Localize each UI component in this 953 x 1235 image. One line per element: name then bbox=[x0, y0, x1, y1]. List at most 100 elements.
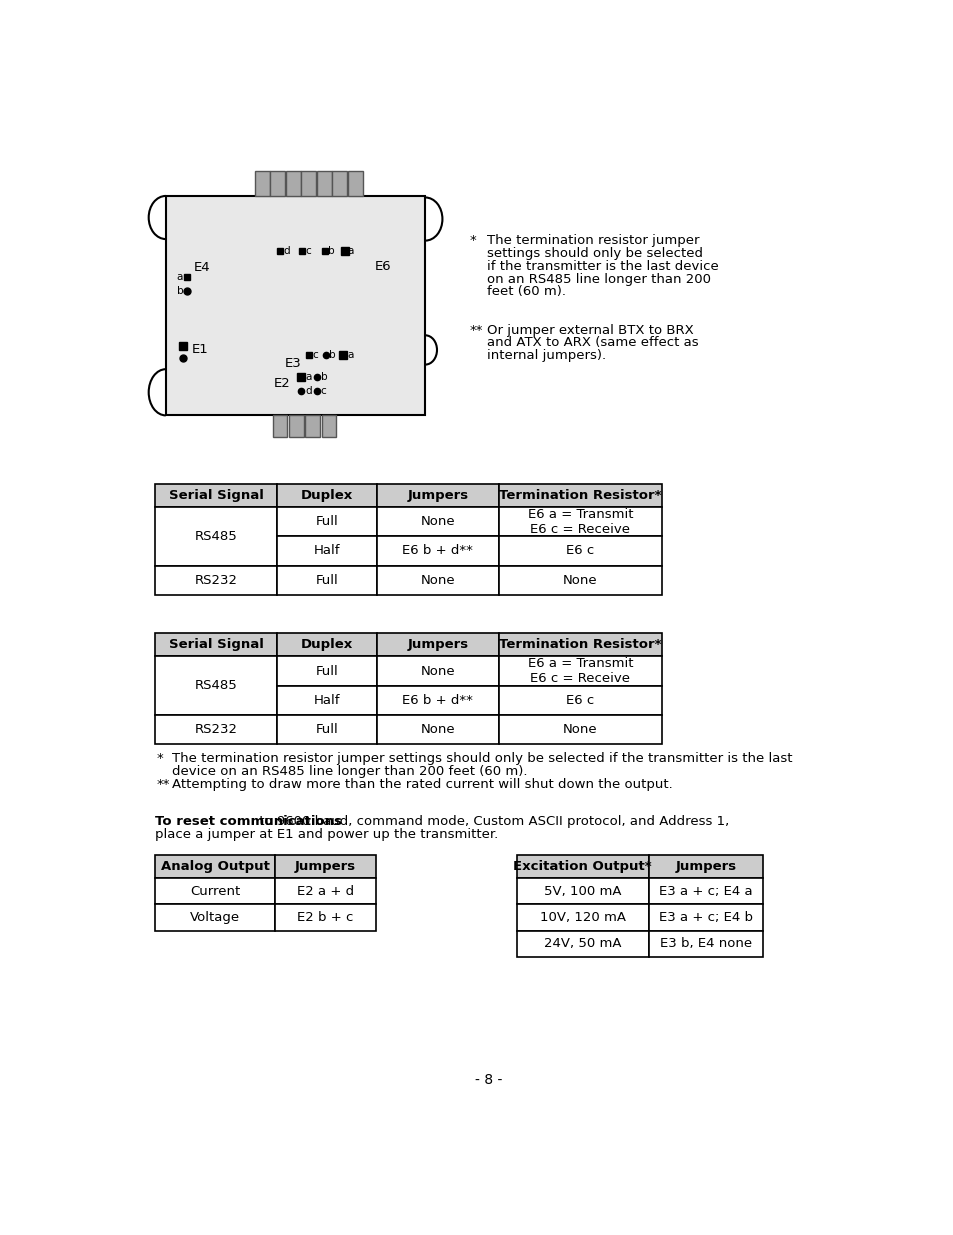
Text: Jumpers: Jumpers bbox=[294, 860, 355, 873]
Text: Half: Half bbox=[314, 545, 340, 557]
Text: Excitation Output*: Excitation Output* bbox=[513, 860, 651, 873]
Text: Jumpers: Jumpers bbox=[407, 638, 468, 651]
Bar bbox=[154, 855, 274, 878]
Text: Termination Resistor*: Termination Resistor* bbox=[498, 638, 661, 651]
Text: b: b bbox=[176, 285, 183, 295]
Text: E2: E2 bbox=[274, 378, 291, 390]
Text: *: * bbox=[156, 752, 163, 764]
Text: c: c bbox=[312, 350, 317, 359]
Bar bbox=[277, 634, 376, 656]
Text: E3 a + c; E4 b: E3 a + c; E4 b bbox=[659, 911, 752, 924]
Text: if the transmitter is the last device: if the transmitter is the last device bbox=[486, 259, 718, 273]
Text: Serial Signal: Serial Signal bbox=[169, 489, 263, 501]
Bar bbox=[376, 685, 498, 715]
Text: RS485: RS485 bbox=[194, 530, 237, 542]
Text: None: None bbox=[562, 574, 598, 587]
Bar bbox=[274, 855, 375, 878]
Bar bbox=[286, 172, 300, 196]
Text: d: d bbox=[283, 246, 290, 257]
Text: E2 b + c: E2 b + c bbox=[297, 911, 354, 924]
Text: - 8 -: - 8 - bbox=[475, 1073, 502, 1087]
Text: RS232: RS232 bbox=[194, 574, 237, 587]
Bar bbox=[154, 878, 274, 904]
Text: c: c bbox=[320, 385, 326, 395]
Text: Analog Output: Analog Output bbox=[160, 860, 269, 873]
Bar bbox=[154, 715, 277, 745]
Bar bbox=[648, 855, 762, 878]
Bar bbox=[270, 172, 285, 196]
Text: RS485: RS485 bbox=[194, 679, 237, 692]
Text: The termination resistor jumper: The termination resistor jumper bbox=[486, 235, 699, 247]
Bar bbox=[154, 508, 277, 566]
Bar bbox=[305, 415, 319, 437]
Text: E4: E4 bbox=[193, 261, 210, 274]
Text: Termination Resistor*: Termination Resistor* bbox=[498, 489, 661, 501]
Text: internal jumpers).: internal jumpers). bbox=[486, 350, 605, 362]
Text: place a jumper at E1 and power up the transmitter.: place a jumper at E1 and power up the tr… bbox=[154, 829, 497, 841]
Text: E3: E3 bbox=[284, 357, 301, 370]
Bar bbox=[648, 930, 762, 957]
Text: settings should only be selected: settings should only be selected bbox=[486, 247, 701, 261]
Text: RS232: RS232 bbox=[194, 722, 237, 736]
Text: E6 a = Transmit
E6 c = Receive: E6 a = Transmit E6 c = Receive bbox=[527, 657, 633, 685]
Bar bbox=[376, 715, 498, 745]
Bar bbox=[316, 172, 332, 196]
Text: None: None bbox=[562, 722, 598, 736]
Text: Full: Full bbox=[315, 574, 338, 587]
Bar bbox=[517, 930, 648, 957]
Text: feet (60 m).: feet (60 m). bbox=[486, 285, 565, 299]
Bar bbox=[498, 685, 661, 715]
Bar bbox=[154, 904, 274, 930]
Bar bbox=[498, 566, 661, 595]
Bar bbox=[648, 904, 762, 930]
Text: Half: Half bbox=[314, 694, 340, 706]
Text: b: b bbox=[328, 246, 335, 257]
Text: E3 a + c; E4 a: E3 a + c; E4 a bbox=[659, 884, 752, 898]
Text: device on an RS485 line longer than 200 feet (60 m).: device on an RS485 line longer than 200 … bbox=[172, 764, 527, 778]
Text: 24V, 50 mA: 24V, 50 mA bbox=[543, 937, 620, 950]
Bar bbox=[277, 656, 376, 685]
Text: E2 a + d: E2 a + d bbox=[296, 884, 354, 898]
Bar bbox=[498, 656, 661, 685]
Text: None: None bbox=[420, 574, 455, 587]
Text: Full: Full bbox=[315, 722, 338, 736]
Bar bbox=[166, 196, 425, 415]
Bar bbox=[273, 415, 287, 437]
Text: E6 c: E6 c bbox=[566, 694, 594, 706]
Text: d: d bbox=[305, 385, 312, 395]
Text: Duplex: Duplex bbox=[300, 638, 353, 651]
Bar bbox=[376, 634, 498, 656]
Bar bbox=[274, 878, 375, 904]
Bar bbox=[376, 566, 498, 595]
Text: E1: E1 bbox=[192, 342, 209, 356]
Text: **: ** bbox=[469, 324, 482, 337]
Text: 10V, 120 mA: 10V, 120 mA bbox=[539, 911, 625, 924]
Bar bbox=[498, 508, 661, 536]
Text: a: a bbox=[348, 246, 354, 257]
Text: E6 c: E6 c bbox=[566, 545, 594, 557]
Bar bbox=[498, 715, 661, 745]
Text: **: ** bbox=[156, 778, 170, 792]
Bar bbox=[376, 508, 498, 536]
Bar bbox=[277, 566, 376, 595]
Bar bbox=[376, 484, 498, 508]
Text: E6 a = Transmit
E6 c = Receive: E6 a = Transmit E6 c = Receive bbox=[527, 508, 633, 536]
Bar bbox=[277, 484, 376, 508]
Bar bbox=[277, 685, 376, 715]
Bar bbox=[274, 904, 375, 930]
Text: Current: Current bbox=[190, 884, 240, 898]
Bar bbox=[517, 878, 648, 904]
Text: 5V, 100 mA: 5V, 100 mA bbox=[543, 884, 620, 898]
Text: and ATX to ARX (same effect as: and ATX to ARX (same effect as bbox=[486, 336, 698, 350]
Text: *: * bbox=[469, 235, 476, 247]
Bar bbox=[254, 172, 270, 196]
Text: E6: E6 bbox=[375, 261, 392, 273]
Bar bbox=[154, 566, 277, 595]
Text: a: a bbox=[347, 350, 354, 359]
Bar bbox=[289, 415, 303, 437]
Text: Attempting to draw more than the rated current will shut down the output.: Attempting to draw more than the rated c… bbox=[172, 778, 672, 792]
Text: Or jumper external BTX to BRX: Or jumper external BTX to BRX bbox=[486, 324, 693, 337]
Bar bbox=[321, 415, 335, 437]
Text: Full: Full bbox=[315, 515, 338, 529]
Bar bbox=[154, 656, 277, 715]
